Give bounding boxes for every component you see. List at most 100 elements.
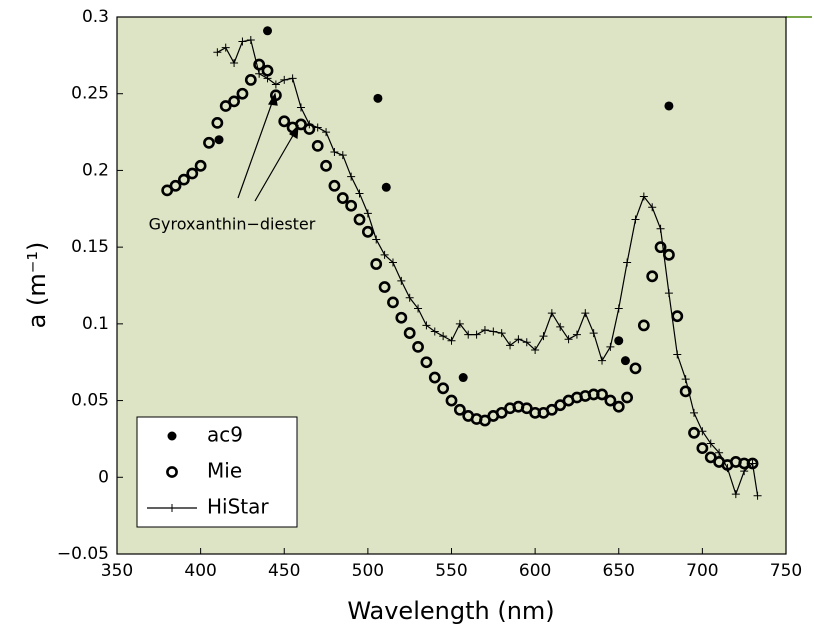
plus-marker xyxy=(263,74,272,83)
plus-marker xyxy=(564,335,573,344)
plus-marker xyxy=(414,304,423,313)
y-tick-label: 0.15 xyxy=(71,237,109,257)
ring-marker xyxy=(646,270,659,283)
ring-marker xyxy=(244,74,257,86)
x-tick-label: 400 xyxy=(184,561,216,581)
plus-marker xyxy=(372,235,381,244)
plus-marker xyxy=(698,427,707,436)
dot-marker xyxy=(614,336,624,346)
plus-marker xyxy=(439,332,448,341)
ring-marker xyxy=(166,466,178,478)
ring-marker xyxy=(203,136,215,149)
plus-marker xyxy=(305,120,314,129)
plus-marker xyxy=(430,327,439,336)
plus-marker xyxy=(723,464,732,473)
plus-marker xyxy=(464,330,473,339)
annotation: Gyroxanthin−diester xyxy=(149,215,316,234)
plus-marker xyxy=(363,209,372,218)
plus-marker xyxy=(405,293,414,302)
ring-marker xyxy=(629,362,642,375)
ring-marker xyxy=(378,281,391,293)
ring-marker xyxy=(387,296,399,309)
plus-marker xyxy=(715,448,724,457)
x-tick-label: 450 xyxy=(268,561,300,581)
ring-marker xyxy=(554,399,567,412)
x-tick-label: 550 xyxy=(435,561,467,581)
plus-marker xyxy=(690,408,699,417)
plus-marker xyxy=(589,329,598,338)
ring-marker xyxy=(219,100,232,112)
plus-marker xyxy=(497,329,506,338)
plus-marker xyxy=(322,128,331,137)
dot-marker xyxy=(214,135,224,145)
dot-marker xyxy=(167,431,177,441)
dot-marker xyxy=(263,26,273,36)
ring-marker xyxy=(420,356,433,369)
x-tick-label: 350 xyxy=(101,561,133,581)
y-axis-label: a (m⁻¹) xyxy=(23,242,51,329)
ring-marker xyxy=(495,406,508,419)
plus-marker xyxy=(656,224,665,233)
y-tick-label: 0.3 xyxy=(82,7,109,27)
dot-marker xyxy=(373,93,383,103)
ring-marker xyxy=(161,184,174,197)
dot-marker xyxy=(664,101,674,111)
plus-marker xyxy=(581,309,590,318)
ring-marker xyxy=(479,414,491,427)
ring-marker xyxy=(545,403,558,416)
plus-marker xyxy=(213,48,222,57)
ring-marker xyxy=(194,159,207,172)
ring-marker xyxy=(453,403,466,416)
ring-marker xyxy=(604,394,617,407)
x-tick-label: 600 xyxy=(519,561,551,581)
plus-marker xyxy=(631,215,640,224)
ring-marker xyxy=(412,340,424,353)
ring-marker xyxy=(320,159,332,172)
plus-marker xyxy=(753,491,762,500)
ring-marker xyxy=(311,139,324,152)
ring-marker xyxy=(596,388,608,401)
series-line xyxy=(217,39,759,497)
plus-marker xyxy=(221,43,230,52)
y-tick-label: −0.05 xyxy=(57,544,109,564)
plus-marker xyxy=(606,342,615,351)
legend: ac9 Mie HiStar xyxy=(136,416,298,528)
ring-marker xyxy=(361,225,374,238)
ring-marker xyxy=(428,371,441,384)
ring-marker xyxy=(278,115,291,128)
plus-marker xyxy=(313,123,322,132)
ring-marker xyxy=(328,179,341,192)
plus-marker xyxy=(397,276,406,285)
plus-marker xyxy=(598,356,607,365)
ring-marker xyxy=(437,382,450,395)
plus-marker xyxy=(639,192,648,201)
x-axis-label: Wavelength (nm) xyxy=(347,597,554,625)
plus-marker xyxy=(422,321,431,330)
x-tick-label: 500 xyxy=(352,561,384,581)
plus-marker xyxy=(330,148,339,157)
x-tick-label: 700 xyxy=(686,561,718,581)
ring-marker xyxy=(403,327,416,339)
ring-marker xyxy=(336,192,349,204)
plus-marker xyxy=(280,75,289,84)
plus-marker xyxy=(748,459,757,468)
plus-marker xyxy=(355,189,364,198)
ring-marker xyxy=(186,167,199,180)
plus-marker xyxy=(673,350,682,359)
y-tick-label: 0.2 xyxy=(82,160,109,180)
y-tick-label: 0 xyxy=(98,467,109,487)
plus-marker xyxy=(480,325,489,334)
plus-marker xyxy=(506,341,515,350)
plus-marker xyxy=(489,327,498,336)
plus-marker xyxy=(572,330,581,339)
ring-marker xyxy=(704,451,717,464)
plus-marker xyxy=(338,151,347,160)
plus-marker xyxy=(539,332,548,341)
plus-marker xyxy=(388,258,397,267)
plus-marker xyxy=(380,250,389,259)
legend-label: ac9 xyxy=(207,423,243,447)
plus-marker xyxy=(681,375,690,384)
plus-marker xyxy=(531,345,540,354)
ring-marker xyxy=(696,442,709,455)
